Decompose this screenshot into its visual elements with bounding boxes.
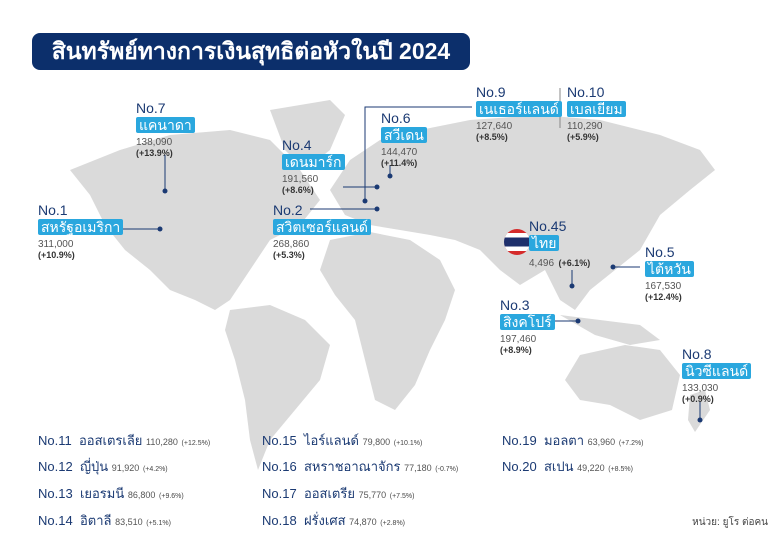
country: ญี่ปุ่น <box>79 459 109 474</box>
change: (+2.8%) <box>380 520 406 527</box>
callout-canada: No.7 แคนาดา 138,090 (+13.9%) <box>136 101 195 159</box>
change: (+7.5%) <box>389 493 415 500</box>
eurasia <box>330 115 715 310</box>
change: (-0.7%) <box>435 466 459 473</box>
rank: No.17 <box>262 486 297 501</box>
value: 75,770 <box>358 490 387 500</box>
list-item: No.11 ออสเตรเลีย 110,280 (+12.5%) <box>38 430 210 451</box>
change: (+7.2%) <box>618 440 644 447</box>
callout-thailand: No.45 ไทย 4,496 (+6.1%) <box>529 218 591 269</box>
value: 74,870 <box>349 517 377 527</box>
value: 63,960 <box>587 437 616 447</box>
callout-taiwan: No.5 ไต้หวัน 167,530 (+12.4%) <box>645 245 694 303</box>
list-item: No.13 เยอรมนี 86,800 (+9.6%) <box>38 483 184 504</box>
list-item: No.19 มอลตา 63,960 (+7.2%) <box>502 430 644 451</box>
greenland <box>270 100 345 170</box>
country: มอลตา <box>543 433 585 448</box>
southeast-asia <box>560 315 660 345</box>
change: (+8.5%) <box>608 466 633 473</box>
list-item: No.15 ไอร์แลนด์ 79,800 (+10.1%) <box>262 430 422 451</box>
list-item: No.20 สเปน 49,220 (+8.5%) <box>502 456 633 477</box>
value: 77,180 <box>404 463 432 473</box>
value: 49,220 <box>577 463 605 473</box>
rank: No.18 <box>262 513 297 528</box>
change: (+12.5%) <box>181 440 211 447</box>
leader-lines <box>118 88 701 420</box>
continents <box>70 100 715 470</box>
callout-sweden: No.6 สวีเดน 144,470 (+11.4%) <box>381 111 427 169</box>
north-america <box>70 130 320 310</box>
change: (+9.6%) <box>159 493 184 500</box>
list-item: No.16 สหราชอาณาจักร 77,180 (-0.7%) <box>262 456 458 477</box>
country: ออสเตรีย <box>303 486 355 501</box>
australia <box>565 345 680 420</box>
list-item: No.18 ฝรั่งเศส 74,870 (+2.8%) <box>262 510 405 531</box>
country: สหราชอาณาจักร <box>303 459 401 474</box>
value: 110,280 <box>146 437 178 447</box>
change: (+10.1%) <box>393 440 423 447</box>
south-america <box>225 305 330 470</box>
change: (+4.2%) <box>142 466 168 473</box>
callout-netherlands: No.9 เนเธอร์แลนด์ 127,640 (+8.5%) <box>476 85 562 143</box>
change: (+5.1%) <box>146 520 171 527</box>
rank: No.15 <box>262 433 297 448</box>
value: 91,920 <box>111 463 140 473</box>
callout-usa: No.1 สหรัฐอเมริกา 311,000 (+10.9%) <box>38 203 124 261</box>
list-item: No.14 อิตาลี 83,510 (+5.1%) <box>38 510 171 531</box>
thailand-flag-icon <box>504 229 530 255</box>
value: 83,510 <box>115 517 143 527</box>
country: ออสเตรเลีย <box>78 433 143 448</box>
rank: No.13 <box>38 486 73 501</box>
list-item: No.17 ออสเตรีย 75,770 (+7.5%) <box>262 483 414 504</box>
new-zealand <box>688 390 710 432</box>
page-title: สินทรัพย์ทางการเงินสุทธิต่อหัวในปี 2024 <box>32 33 470 70</box>
rank: No.16 <box>262 459 297 474</box>
country: สเปน <box>543 459 574 474</box>
rank: No.19 <box>502 433 537 448</box>
country: ฝรั่งเศส <box>303 513 346 528</box>
country: เยอรมนี <box>79 486 125 501</box>
callout-belgium: No.10 เบลเยียม 110,290 (+5.9%) <box>567 85 626 143</box>
country: ไอร์แลนด์ <box>303 433 359 448</box>
value: 79,800 <box>362 437 391 447</box>
value: 86,800 <box>127 490 156 500</box>
callout-switzerland: No.2 สวิตเซอร์แลนด์ 268,860 (+5.3%) <box>273 203 371 261</box>
callout-denmark: No.4 เดนมาร์ก 191,560 (+8.6%) <box>282 138 345 196</box>
rank: No.14 <box>38 513 73 528</box>
rank: No.20 <box>502 459 537 474</box>
list-item: No.12 ญี่ปุ่น 91,920 (+4.2%) <box>38 456 168 477</box>
callout-new-zealand: No.8 นิวซีแลนด์ 133,030 (+0.9%) <box>682 347 752 405</box>
country: อิตาลี <box>79 513 112 528</box>
africa <box>320 232 455 410</box>
unit-note: หน่วย: ยูโร ต่อคน <box>692 517 768 528</box>
rank: No.11 <box>38 433 72 448</box>
rank: No.12 <box>38 459 73 474</box>
location-dots <box>157 173 703 423</box>
callout-singapore: No.3 สิงคโปร์ 197,460 (+8.9%) <box>500 298 555 356</box>
